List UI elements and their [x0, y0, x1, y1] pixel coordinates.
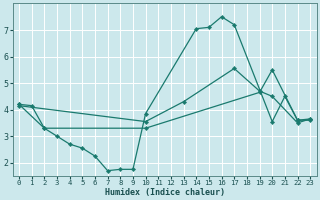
X-axis label: Humidex (Indice chaleur): Humidex (Indice chaleur): [105, 188, 225, 197]
